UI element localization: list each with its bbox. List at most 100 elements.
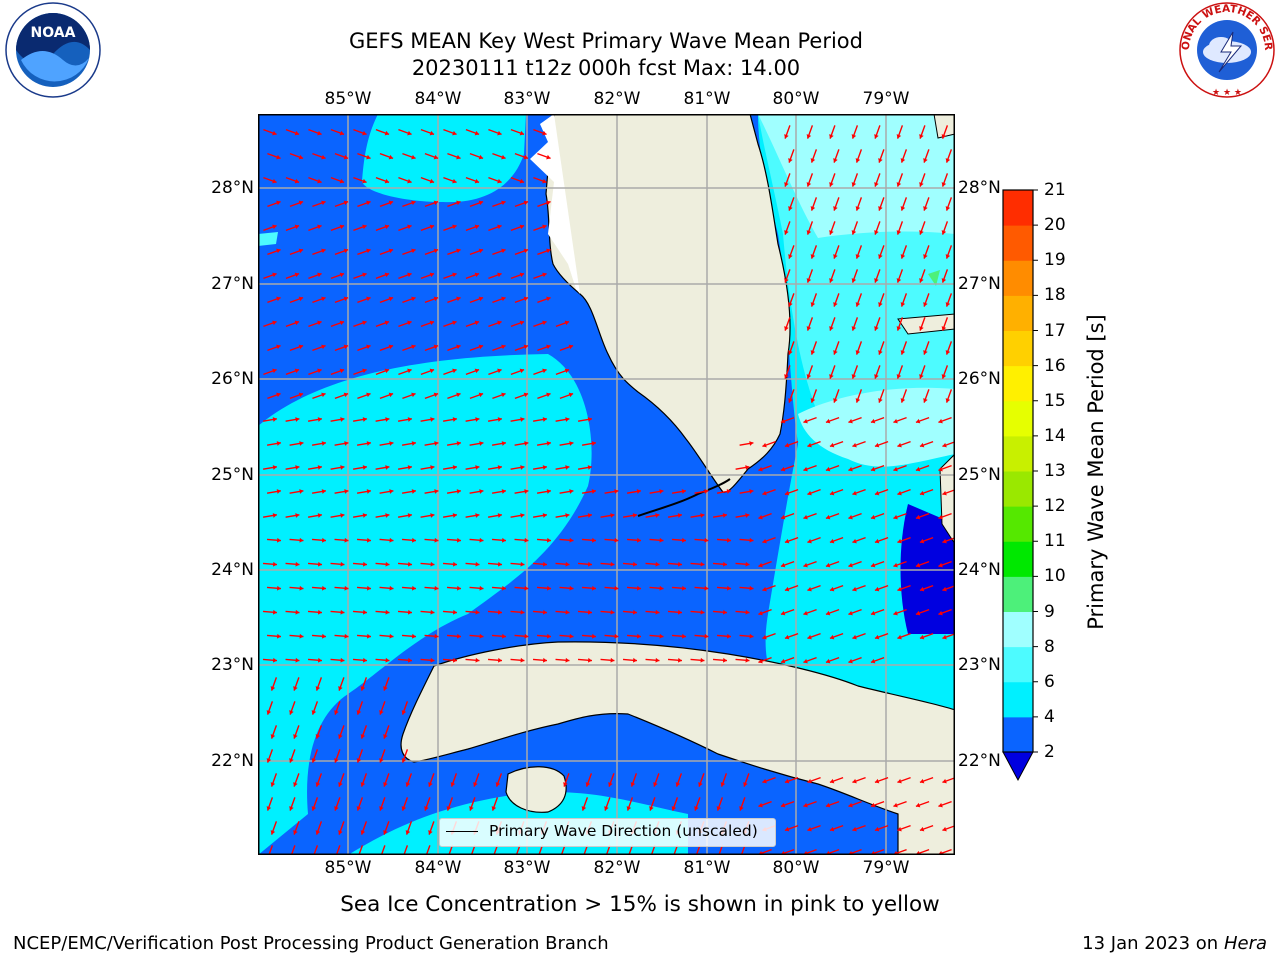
colorbar-tick-label: 14 <box>1044 425 1066 446</box>
wave-arrow-head <box>405 782 411 787</box>
wave-arrow-head <box>334 758 339 763</box>
wave-arrow-head <box>855 398 861 403</box>
wave-arrow-head <box>474 272 480 278</box>
wave-arrow-head <box>344 441 349 446</box>
wave-arrow-head <box>497 178 502 184</box>
wave-arrow-head <box>407 465 412 470</box>
lon-label-top: 81°W <box>683 89 731 109</box>
wave-arrow-head <box>681 489 686 494</box>
lat-label-left: 23°N <box>211 655 254 675</box>
wave-arrow-head <box>565 609 570 615</box>
wave-arrow-head <box>411 200 416 206</box>
wave-arrow-head <box>344 489 349 494</box>
wave-arrow-head <box>272 513 277 518</box>
wave-arrow-head <box>456 585 461 591</box>
wave-arrow-head <box>343 154 349 160</box>
wave-arrow-head <box>852 442 857 448</box>
wave-arrow <box>515 845 521 855</box>
wave-arrow-head <box>452 561 457 567</box>
wave-arrow-head <box>780 562 786 568</box>
wave-arrow-head <box>945 158 951 163</box>
wave-arrow-head <box>384 224 390 230</box>
wave-arrow-head <box>366 344 371 350</box>
wave-arrow-head <box>411 585 416 591</box>
wave-arrow-head <box>915 562 921 568</box>
wave-arrow-head <box>270 686 276 691</box>
lon-label-bottom: 80°W <box>772 858 820 878</box>
wave-arrow-head <box>700 513 705 518</box>
wave-arrow-head <box>938 466 943 472</box>
bahamas-andros <box>939 453 955 545</box>
isla-de-la-juventud <box>505 766 567 813</box>
cuba-island <box>400 641 955 855</box>
wave-arrow-head <box>401 758 407 763</box>
wave-arrow-head <box>852 538 857 544</box>
wave-arrow-head <box>694 806 699 811</box>
lat-label-left: 25°N <box>211 465 254 485</box>
wave-arrow-head <box>923 254 928 259</box>
wave-arrow-head <box>900 158 906 163</box>
wave-arrow-head <box>407 178 412 184</box>
wave-arrow-head <box>897 586 902 592</box>
wave-arrow-head <box>893 562 898 568</box>
wave-arrow-head <box>520 513 525 518</box>
wave-arrow-head <box>478 344 484 350</box>
wave-arrow-head <box>272 368 277 374</box>
lon-label-bottom: 83°W <box>503 858 551 878</box>
wave-arrow-head <box>389 441 394 446</box>
wave-arrow-head <box>569 633 574 639</box>
wave-arrow-head <box>366 537 371 543</box>
wave-arrow-head <box>383 686 388 691</box>
wave-arrow-head <box>475 417 480 422</box>
wave-arrow-head <box>874 442 880 448</box>
wave-arrow-head <box>825 514 831 520</box>
wave-arrow-head <box>829 134 834 139</box>
wave-arrow-head <box>478 392 484 398</box>
wave-arrow-head <box>874 278 879 283</box>
wave-arrow-head <box>829 538 835 544</box>
wave-arrow-head <box>874 326 879 331</box>
wave-arrow-head <box>784 442 790 448</box>
wave-arrow <box>673 845 679 855</box>
wave-arrow-head <box>810 350 816 355</box>
wave-arrow-head <box>407 609 412 615</box>
wave-arrow-head <box>519 272 525 278</box>
wave-arrow-head <box>636 633 641 639</box>
wave-arrow-head <box>497 368 502 374</box>
wave-arrow-head <box>807 634 812 640</box>
wave-arrow-head <box>919 278 924 283</box>
wave-arrow-head <box>407 130 412 136</box>
wave-arrow-head <box>569 489 574 494</box>
wave-arrow-head <box>941 326 947 331</box>
colorbar-tick-label: 15 <box>1044 390 1066 411</box>
wave-arrow-head <box>340 609 345 615</box>
wave-arrow-head <box>704 585 709 591</box>
wave-arrow-head <box>385 561 390 567</box>
wave-arrow-head <box>343 296 349 302</box>
wave-arrow-head <box>942 778 947 784</box>
florida-peninsula <box>545 114 791 493</box>
colorbar-tick-label: 2 <box>1044 742 1055 762</box>
wave-arrow-head <box>519 320 525 326</box>
wave-arrow-head <box>632 513 637 518</box>
wave-arrow-head <box>626 806 632 811</box>
wave-arrow-head <box>497 465 502 470</box>
wave-arrow-head <box>452 320 457 326</box>
wave-arrow-head <box>478 200 484 206</box>
wave-arrow-head <box>919 374 924 379</box>
bahamas-north <box>933 114 955 139</box>
wave-arrow-head <box>497 657 502 663</box>
wave-arrow-head <box>942 490 947 496</box>
wave-arrow-head <box>452 272 457 278</box>
wave-arrow-head <box>874 490 880 496</box>
wave-arrow-head <box>366 633 371 639</box>
colorbar-tick-label: 11 <box>1044 531 1066 552</box>
wave-arrow-head <box>893 514 898 520</box>
colorbar-tick-label: 20 <box>1044 215 1066 236</box>
wave-arrow-head <box>407 417 412 422</box>
wave-arrow-head <box>852 826 857 832</box>
wave-arrow-head <box>266 806 272 811</box>
noaa-logo: NOAA <box>3 2 103 102</box>
wave-arrow-head <box>825 418 831 424</box>
wave-arrow-head <box>874 634 880 640</box>
